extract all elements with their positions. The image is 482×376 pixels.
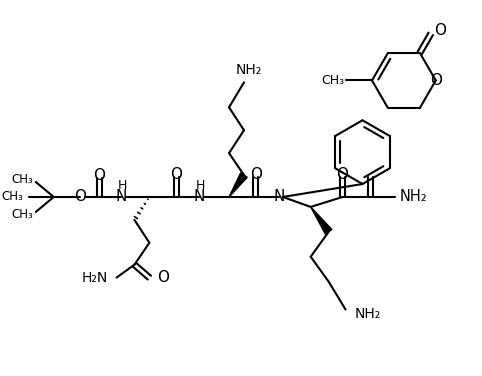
Text: CH₃: CH₃ <box>11 173 33 185</box>
Text: CH₃: CH₃ <box>11 208 33 221</box>
Text: O: O <box>336 167 348 182</box>
Text: N: N <box>116 190 127 205</box>
Text: O: O <box>434 23 446 38</box>
Text: O: O <box>74 190 86 205</box>
Text: H: H <box>118 179 127 191</box>
Text: NH₂: NH₂ <box>236 64 262 77</box>
Text: H: H <box>196 179 205 191</box>
Polygon shape <box>229 173 247 197</box>
Text: O: O <box>430 73 442 88</box>
Text: N: N <box>193 190 205 205</box>
Text: NH₂: NH₂ <box>400 190 427 205</box>
Text: CH₃: CH₃ <box>1 191 23 203</box>
Text: O: O <box>170 167 182 182</box>
Text: O: O <box>250 167 262 182</box>
Text: NH₂: NH₂ <box>354 308 381 321</box>
Polygon shape <box>311 207 332 234</box>
Text: CH₃: CH₃ <box>321 74 344 87</box>
Text: O: O <box>94 168 106 183</box>
Text: O: O <box>157 270 169 285</box>
Text: N: N <box>273 190 284 205</box>
Text: H₂N: H₂N <box>81 271 107 285</box>
